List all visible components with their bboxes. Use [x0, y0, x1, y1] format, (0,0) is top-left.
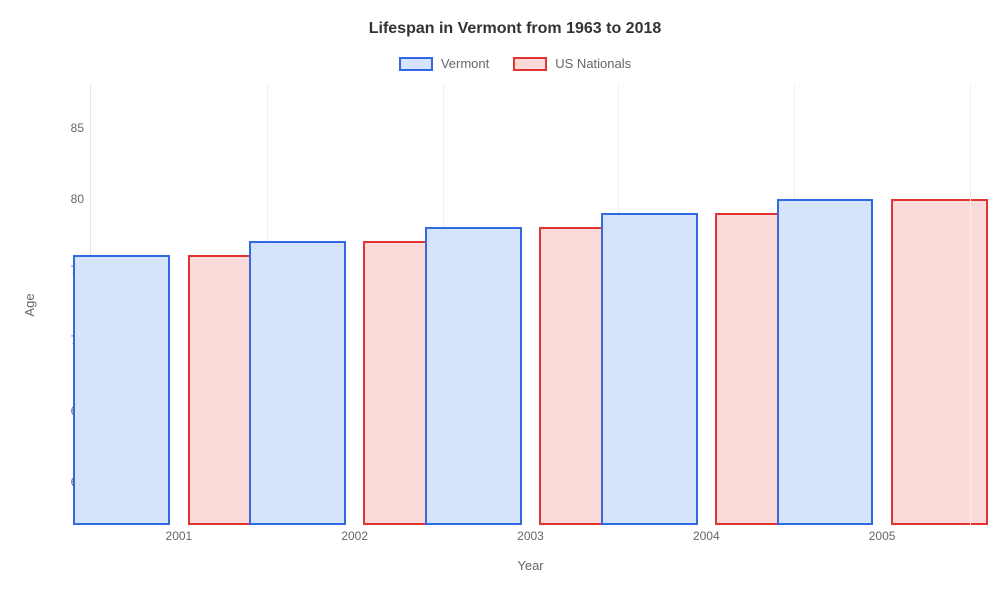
x-axis-ticks: 2001 2002 2003 2004 2005	[91, 529, 970, 549]
lifespan-chart: Lifespan in Vermont from 1963 to 2018 Ve…	[0, 0, 1000, 600]
y-axis-label: Age	[22, 293, 37, 316]
gridline	[970, 85, 971, 525]
bar[interactable]	[601, 213, 698, 525]
legend-label: US Nationals	[555, 56, 631, 71]
bar[interactable]	[425, 227, 522, 525]
legend-label: Vermont	[441, 56, 489, 71]
bar[interactable]	[891, 199, 988, 525]
x-tick: 2004	[693, 529, 720, 543]
legend-swatch-icon	[399, 57, 433, 71]
legend-item-1[interactable]: US Nationals	[513, 56, 631, 71]
bar[interactable]	[777, 199, 874, 525]
x-tick: 2005	[869, 529, 896, 543]
x-tick: 2002	[341, 529, 368, 543]
legend-swatch-icon	[513, 57, 547, 71]
plot-area: Age 606570758085 20012002200320042005 Ye…	[60, 85, 970, 525]
plot: 20012002200320042005 Year	[90, 85, 970, 525]
y-tick: 85	[71, 121, 84, 135]
legend-item-0[interactable]: Vermont	[399, 56, 489, 71]
bar[interactable]	[73, 255, 170, 525]
x-axis-label: Year	[517, 558, 543, 573]
x-tick: 2003	[517, 529, 544, 543]
x-tick: 2001	[166, 529, 193, 543]
bar[interactable]	[249, 241, 346, 525]
chart-legend: Vermont US Nationals	[60, 56, 970, 71]
y-tick: 80	[71, 192, 84, 206]
chart-title: Lifespan in Vermont from 1963 to 2018	[60, 20, 970, 38]
